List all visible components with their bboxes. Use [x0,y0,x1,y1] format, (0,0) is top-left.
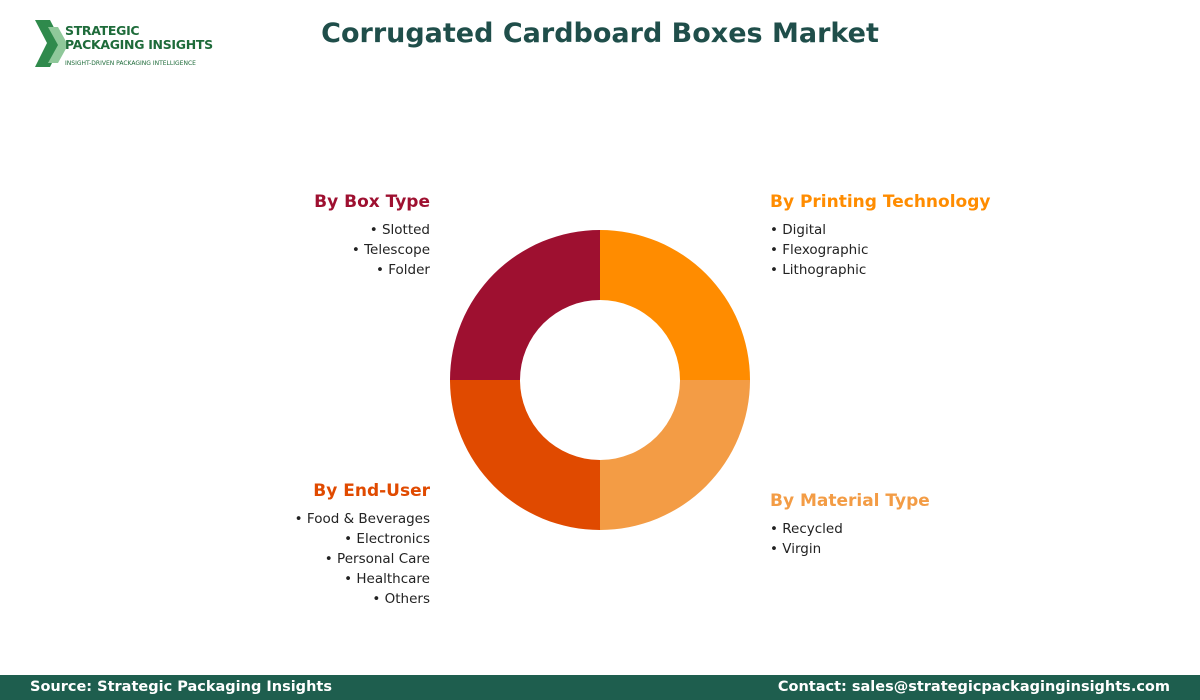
footer: Source: Strategic Packaging Insights Con… [0,675,1200,700]
segment-item: Electronics [110,529,430,549]
donut-segment [450,230,600,380]
segment-title: By Box Type [314,192,430,212]
segment-item: Folder [110,260,430,280]
segment-item: Lithographic [770,260,1090,280]
logo-tagline: INSIGHT-DRIVEN PACKAGING INTELLIGENCE [65,60,196,67]
segment-title: By Material Type [770,491,930,511]
segment-item: Personal Care [110,549,430,569]
donut-segment [600,230,750,380]
segment-item: Others [110,589,430,609]
logo-text: PACKAGING INSIGHTS [65,37,213,52]
logo-text: STRATEGIC [65,23,140,38]
segment-item: Healthcare [110,569,430,589]
segment-item: Slotted [110,220,430,240]
title: Corrugated Cardboard Boxes Market [321,18,879,49]
segment: By End-User Food & BeveragesElectronicsPe… [110,481,430,609]
segment: By Printing Technology DigitalFlexographi… [770,192,1090,280]
segment-item: Flexographic [770,240,1090,260]
segment-item: Recycled [770,519,1090,539]
footer-contact: Contact: sales@strategicpackaginginsight… [777,679,1170,695]
segment-title: By End-User [313,481,430,501]
segment-item: Digital [770,220,1090,240]
donut-segment [600,380,750,530]
segment-item: Telescope [110,240,430,260]
segment: By Material Type RecycledVirgin [770,491,1090,559]
donut-segment [450,380,600,530]
segment-title: By Printing Technology [770,192,991,212]
segment-item: Food & Beverages [110,509,430,529]
donut [450,230,750,530]
footer-source: Source: Strategic Packaging Insights [30,679,332,695]
segment-item: Virgin [770,539,1090,559]
logo-mark [35,20,68,67]
segment: By Box Type SlottedTelescopeFolder [110,192,430,280]
